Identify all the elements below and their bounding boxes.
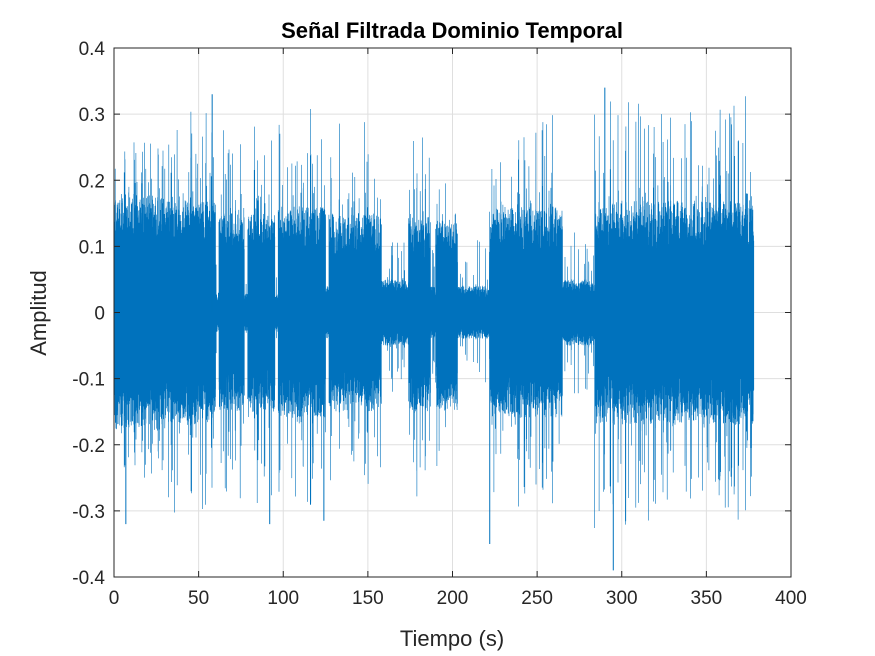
y-tick-label: -0.4 xyxy=(72,568,105,589)
signal-line xyxy=(113,96,755,528)
y-tick-label: 0.4 xyxy=(79,39,106,60)
chart-title: Señal Filtrada Dominio Temporal xyxy=(281,18,623,43)
x-tick-label: 150 xyxy=(352,588,384,609)
y-tick-label: -0.2 xyxy=(72,436,105,457)
x-tick-label: 350 xyxy=(691,588,723,609)
axes xyxy=(113,47,792,578)
y-tick-label: 0.3 xyxy=(79,105,105,126)
x-tick-label: 50 xyxy=(188,588,209,609)
x-tick-label: 200 xyxy=(437,588,469,609)
y-tick-label: -0.3 xyxy=(72,502,105,523)
y-tick-label: 0.2 xyxy=(79,171,105,192)
x-axis-label: Tiempo (s) xyxy=(400,626,504,651)
x-tick-label: 400 xyxy=(775,588,807,609)
y-tick-label: 0 xyxy=(94,304,105,325)
y-tick-label: -0.1 xyxy=(72,370,105,391)
x-tick-label: 100 xyxy=(267,588,299,609)
x-tick-label: 250 xyxy=(521,588,553,609)
x-tick-label: 300 xyxy=(606,588,638,609)
y-tick-label: 0.1 xyxy=(79,237,105,258)
x-tick-label: 0 xyxy=(109,588,120,609)
signal-series xyxy=(113,87,755,571)
y-axis-label: Amplitud xyxy=(26,270,51,356)
tick-labels: 0 50 100 150 200 250 300 350 400 -0.4 -0.3 -0.2 -0.1… xyxy=(72,39,807,609)
